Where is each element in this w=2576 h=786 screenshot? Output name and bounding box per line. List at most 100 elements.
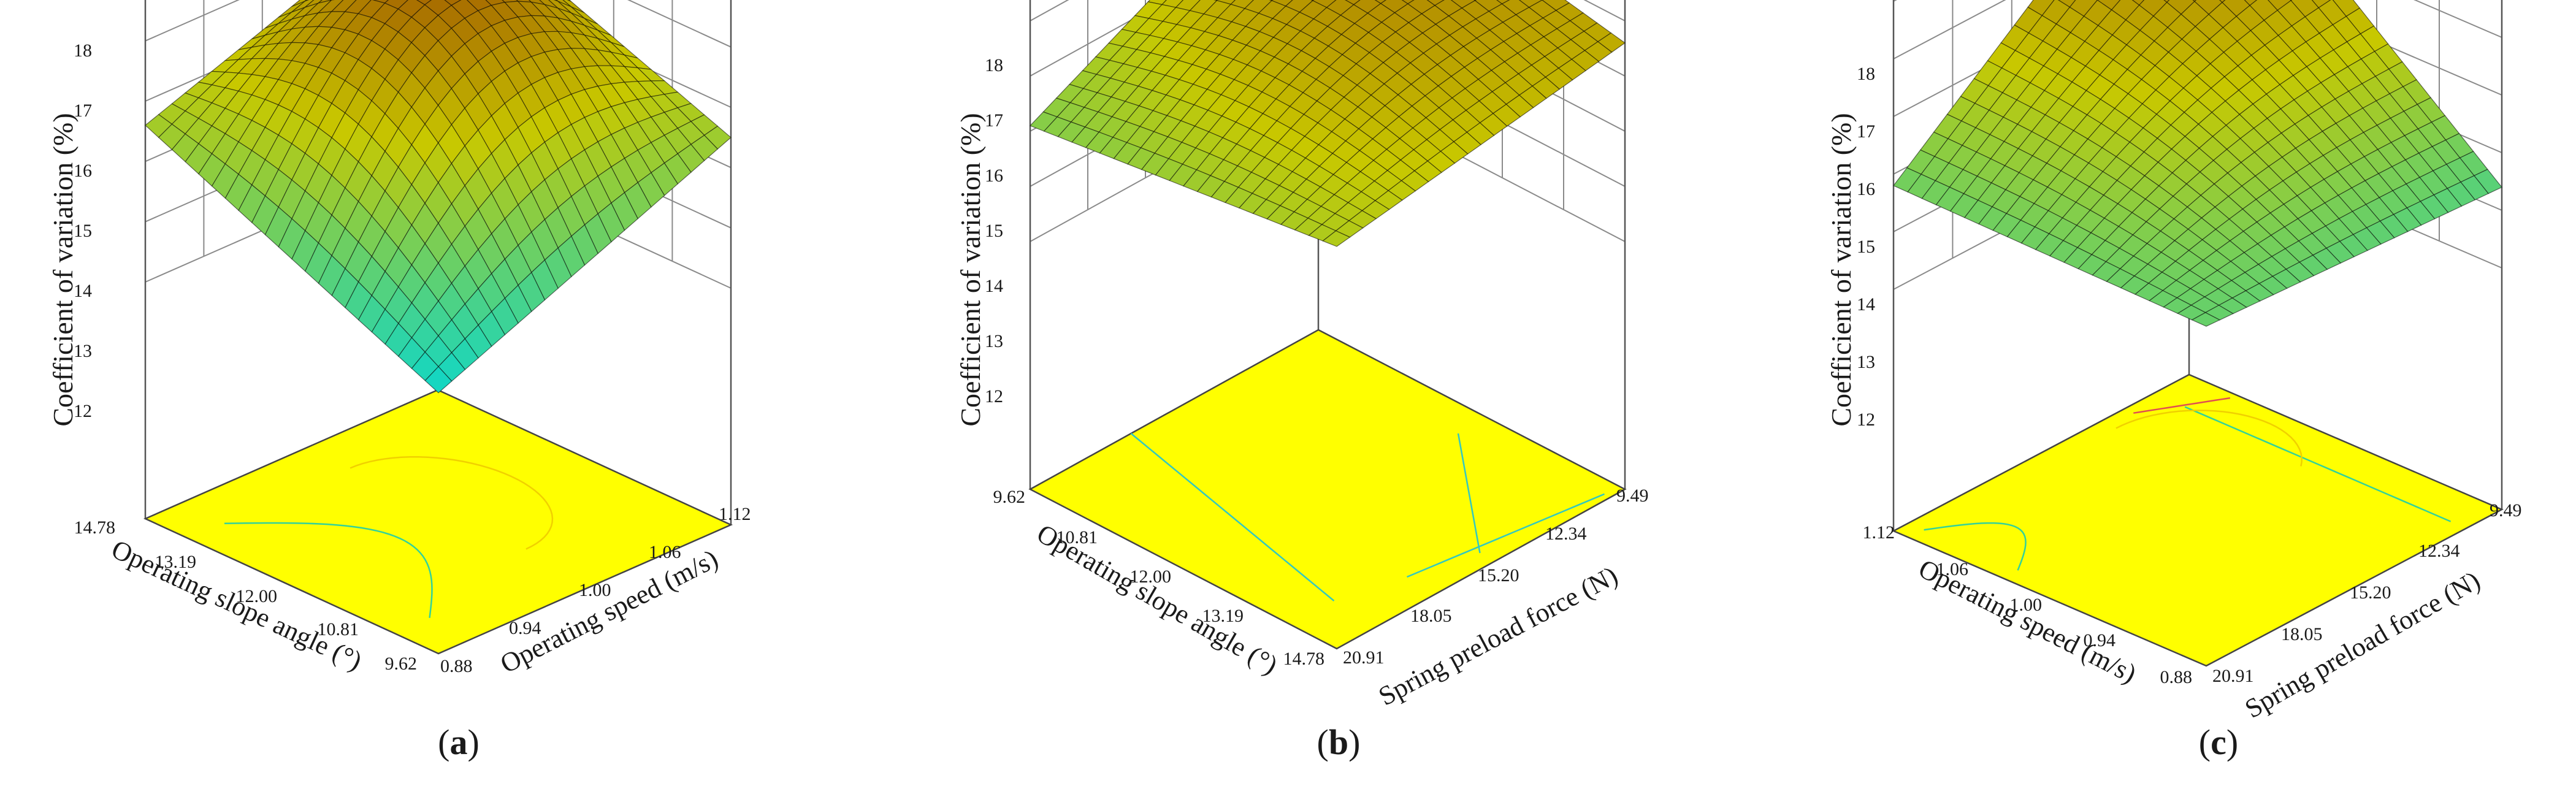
panel-b: Coefficient of variation (%) 12 13 14 15… — [955, 0, 1649, 762]
contour-line-c — [2115, 410, 2303, 467]
contour-line-c — [2184, 406, 2452, 522]
z-tick-b-16: 16 — [985, 166, 1003, 186]
contour-line-b — [1407, 493, 1605, 578]
y-tick-a-3: 1.06 — [649, 542, 681, 562]
x-tick-c-3: 0.94 — [2084, 630, 2116, 651]
contour-line-a — [224, 522, 433, 618]
z-tick-labels-a: 12 13 14 15 16 17 18 — [74, 40, 92, 421]
surface-cell — [1496, 0, 1510, 5]
z-tick-b-15: 15 — [985, 221, 1003, 241]
panel-a: Coefficient of variation (%) 12 13 14 15… — [47, 0, 751, 762]
surface-b — [1029, 0, 1626, 247]
z-tick-c-13: 13 — [1857, 352, 1875, 372]
x-tick-a-0: 14.78 — [74, 517, 116, 538]
surface-cell — [2131, 0, 2145, 6]
z-gridline-c — [1893, 0, 2502, 59]
z-tick-b-13: 13 — [985, 331, 1003, 351]
z-gridline-a — [145, 0, 732, 48]
y-tick-b-1: 18.05 — [1410, 606, 1452, 626]
z-tick-b-12: 12 — [985, 386, 1003, 406]
z-axis-label-a: Coefficient of variation (%) — [47, 113, 78, 426]
x-tick-c-2: 1.00 — [2010, 595, 2043, 615]
y-tick-b-0: 20.91 — [1343, 647, 1385, 668]
z-tick-c-17: 17 — [1857, 121, 1875, 142]
contour-line-b — [1130, 433, 1335, 601]
y-tick-c-0: 20.91 — [2212, 666, 2254, 686]
surface-cell — [1374, 0, 1387, 4]
x-tick-b-0: 9.62 — [993, 487, 1026, 507]
surface-mesh-a — [143, 0, 733, 655]
surface-cell — [1401, 0, 1415, 5]
x-tick-labels-c: 1.12 1.06 1.00 0.94 0.88 — [1863, 522, 2193, 687]
y-tick-labels-a: 0.88 0.94 1.00 1.06 1.12 — [440, 504, 751, 676]
panel-c: Coefficient of variation (%) 12 13 14 15… — [1825, 0, 2522, 762]
contour-line-c — [2133, 397, 2231, 414]
x-tick-b-2: 12.00 — [1130, 567, 1172, 587]
contour-line-a — [350, 456, 554, 550]
x-tick-b-3: 13.19 — [1202, 606, 1244, 626]
x-tick-c-1: 1.06 — [1936, 559, 1969, 579]
z-axis-label-c: Coefficient of variation (%) — [1825, 113, 1857, 426]
y-tick-c-1: 18.05 — [2281, 624, 2323, 644]
floor-contours-c — [1924, 397, 2452, 571]
y-tick-c-2: 15.20 — [2350, 582, 2391, 603]
y-tick-a-2: 1.00 — [579, 580, 611, 600]
y-tick-a-1: 0.94 — [509, 618, 541, 638]
surface-mesh-c — [1892, 0, 2504, 667]
y-tick-b-4: 9.49 — [1616, 486, 1649, 506]
z-tick-labels-b: 12 13 14 15 16 17 18 — [985, 55, 1003, 406]
panel-label-a: (a) — [438, 722, 480, 762]
surface-cell — [424, 366, 453, 394]
y-tick-b-3: 12.34 — [1545, 524, 1587, 544]
x-tick-b-1: 10.81 — [1057, 527, 1098, 548]
surface-cell — [2191, 312, 2221, 327]
x-tick-c-4: 0.88 — [2160, 667, 2193, 687]
surface-cell — [1322, 230, 1351, 247]
surface-cell — [1344, 0, 1361, 6]
y-tick-c-3: 12.34 — [2418, 541, 2460, 561]
y-tick-a-4: 1.12 — [719, 504, 751, 524]
y-tick-c-4: 9.49 — [2490, 500, 2522, 521]
z-tick-b-14: 14 — [985, 276, 1003, 296]
contour-line-b — [1457, 433, 1481, 554]
z-tick-a-14: 14 — [74, 281, 92, 301]
z-tick-a-12: 12 — [74, 401, 92, 421]
x-tick-a-1: 13.19 — [155, 552, 197, 572]
x-tick-c-0: 1.12 — [1863, 522, 1895, 543]
z-tick-a-16: 16 — [74, 161, 92, 181]
z-tick-a-13: 13 — [74, 341, 92, 361]
z-tick-c-12: 12 — [1857, 410, 1875, 430]
floor-contours-a — [224, 456, 554, 618]
z-tick-c-16: 16 — [1857, 179, 1875, 199]
z-tick-c-15: 15 — [1857, 237, 1875, 257]
x-tick-a-2: 12.00 — [236, 586, 278, 606]
x-tick-labels-b: 9.62 10.81 12.00 13.19 14.78 — [993, 487, 1325, 669]
floor-contour-plane-b — [1028, 329, 1627, 650]
panel-label-b: (b) — [1317, 722, 1361, 762]
surface-cell — [416, 0, 432, 6]
surface-a — [145, 0, 732, 394]
z-tick-a-18: 18 — [74, 40, 92, 61]
floor-contour-plane-c — [1892, 373, 2504, 667]
x-tick-labels-a: 14.78 13.19 12.00 10.81 9.62 — [74, 517, 418, 674]
y-tick-b-2: 15.20 — [1478, 565, 1519, 586]
y-tick-labels-c: 20.91 18.05 15.20 12.34 9.49 — [2212, 500, 2522, 686]
surface-mesh-b — [1028, 0, 1627, 650]
floor-contours-b — [1130, 433, 1605, 601]
z-tick-a-17: 17 — [74, 101, 92, 121]
z-tick-labels-c: 12 13 14 15 16 17 18 — [1857, 64, 1875, 430]
panel-label-c: (c) — [2199, 722, 2238, 762]
y-tick-a-0: 0.88 — [440, 656, 473, 676]
contour-line-c — [1924, 522, 2027, 571]
z-tick-c-18: 18 — [1857, 64, 1875, 84]
surface-cell — [2219, 0, 2226, 3]
z-tick-c-14: 14 — [1857, 294, 1875, 315]
z-tick-a-15: 15 — [74, 221, 92, 241]
z-axis-label-b: Coefficient of variation (%) — [955, 113, 986, 426]
surface-c — [1893, 0, 2502, 327]
x-tick-a-3: 10.81 — [318, 619, 359, 639]
z-tick-b-17: 17 — [985, 110, 1003, 131]
y-tick-labels-b: 20.91 18.05 15.20 12.34 9.49 — [1343, 486, 1649, 668]
surface-cell — [2244, 0, 2258, 6]
